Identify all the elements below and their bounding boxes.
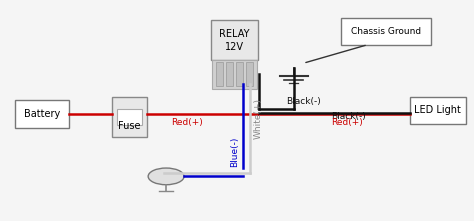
Bar bbox=[216, 62, 223, 86]
FancyBboxPatch shape bbox=[410, 97, 466, 124]
Bar bbox=[237, 62, 243, 86]
FancyBboxPatch shape bbox=[212, 60, 257, 89]
FancyBboxPatch shape bbox=[118, 109, 142, 125]
FancyBboxPatch shape bbox=[112, 97, 147, 137]
Text: Red(+): Red(+) bbox=[172, 118, 203, 127]
Text: RELAY
12V: RELAY 12V bbox=[219, 29, 250, 52]
Text: Black(-): Black(-) bbox=[287, 97, 321, 106]
FancyBboxPatch shape bbox=[211, 21, 258, 60]
Text: Red(+): Red(+) bbox=[331, 118, 363, 127]
Text: White(+): White(+) bbox=[254, 98, 263, 139]
Text: LED Light: LED Light bbox=[414, 105, 461, 116]
Text: Chassis Ground: Chassis Ground bbox=[351, 27, 421, 36]
Bar bbox=[226, 62, 233, 86]
Bar bbox=[246, 62, 253, 86]
FancyBboxPatch shape bbox=[15, 99, 69, 128]
Text: Black(-): Black(-) bbox=[331, 112, 366, 121]
FancyBboxPatch shape bbox=[341, 18, 431, 45]
Text: Battery: Battery bbox=[24, 109, 60, 119]
Text: Blue(-): Blue(-) bbox=[231, 137, 240, 167]
Circle shape bbox=[148, 168, 184, 185]
Text: Fuse: Fuse bbox=[118, 121, 141, 131]
